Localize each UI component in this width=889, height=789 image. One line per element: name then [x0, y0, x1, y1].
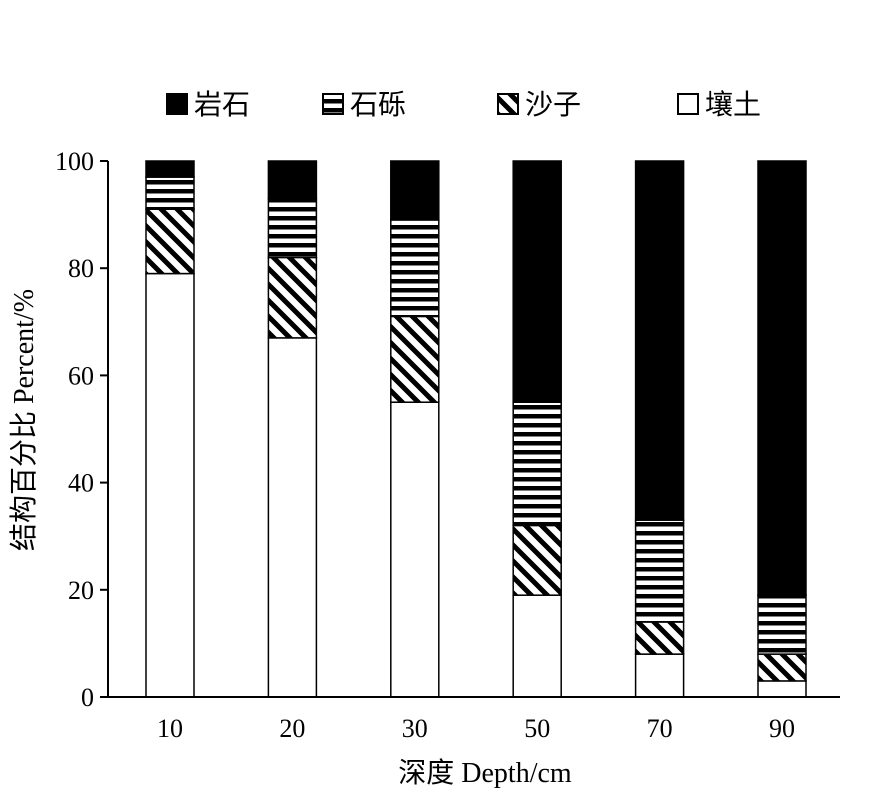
legend-swatch-0 [166, 93, 188, 115]
bar-segment-70-s1 [634, 621, 685, 655]
bar-segment-20-s2 [267, 197, 318, 259]
bar-segment-50-s3 [512, 160, 562, 403]
bar-segment-10-s0 [145, 272, 195, 698]
y-tick-label-2: 40 [68, 469, 94, 498]
x-tick-label-2: 30 [402, 714, 428, 743]
bar-segment-90-s1 [757, 653, 807, 682]
x-tick-label-0: 10 [157, 714, 183, 743]
x-tick-label-3: 50 [524, 714, 550, 743]
legend-label-2: 沙子 [525, 90, 581, 121]
legend-item-1: 石砾 [322, 89, 406, 121]
bar-segment-10-s2 [145, 176, 195, 210]
legend-label-0: 岩石 [194, 89, 250, 121]
legend: 岩石 石砾 沙子 壤土 [166, 89, 761, 121]
x-axis-ticks: 10 20 30 50 70 90 [157, 714, 795, 743]
x-tick-label-5: 90 [769, 714, 795, 743]
y-tick-label-3: 60 [68, 361, 94, 390]
bar-segment-90-s2 [757, 594, 807, 655]
legend-label-1: 石砾 [350, 89, 406, 121]
legend-swatch-2 [497, 93, 519, 115]
legend-item-2: 沙子 [497, 90, 581, 121]
bar-segment-90-s0 [757, 680, 807, 698]
bar-segment-50-s1 [512, 524, 562, 596]
bar-segment-30-s2 [390, 219, 440, 318]
bar-segment-30-s1 [390, 315, 440, 403]
y-axis-title: 结构百分比 Percent/% [8, 289, 40, 551]
y-tick-label-4: 80 [68, 254, 94, 283]
bar-segment-90-s3 [757, 160, 807, 596]
bar-segment-10-s1 [145, 208, 195, 275]
bar-segment-30-s3 [390, 160, 440, 221]
y-tick-label-0: 0 [81, 683, 94, 712]
bar-segment-20-s0 [267, 337, 318, 698]
legend-item-3: 壤土 [677, 89, 761, 121]
legend-label-3: 壤土 [705, 89, 761, 121]
bar-segment-70-s0 [634, 653, 685, 698]
x-tick-label-4: 70 [647, 714, 673, 743]
bar-segment-50-s2 [512, 401, 562, 527]
y-axis-ticks: 0 20 40 60 80 100 [55, 147, 108, 712]
y-tick-label-5: 100 [55, 147, 94, 176]
y-tick-label-1: 20 [68, 576, 94, 605]
plot-area: 0 20 40 60 80 100 10 20 30 50 70 90 [55, 147, 840, 743]
bar-segment-70-s2 [634, 519, 685, 623]
bar-segment-20-s1 [267, 256, 318, 339]
bar-segment-10-s3 [145, 160, 195, 178]
x-axis-title: 深度 Depth/cm [398, 757, 572, 789]
legend-swatch-3 [677, 93, 699, 115]
legend-swatch-1 [322, 93, 344, 115]
bars-group [145, 160, 807, 698]
x-tick-label-1: 20 [279, 714, 305, 743]
bar-segment-50-s0 [512, 594, 562, 698]
bar-segment-30-s0 [390, 401, 440, 698]
bar-segment-20-s3 [267, 160, 318, 200]
legend-item-0: 岩石 [166, 89, 250, 121]
bar-segment-70-s3 [634, 160, 685, 521]
